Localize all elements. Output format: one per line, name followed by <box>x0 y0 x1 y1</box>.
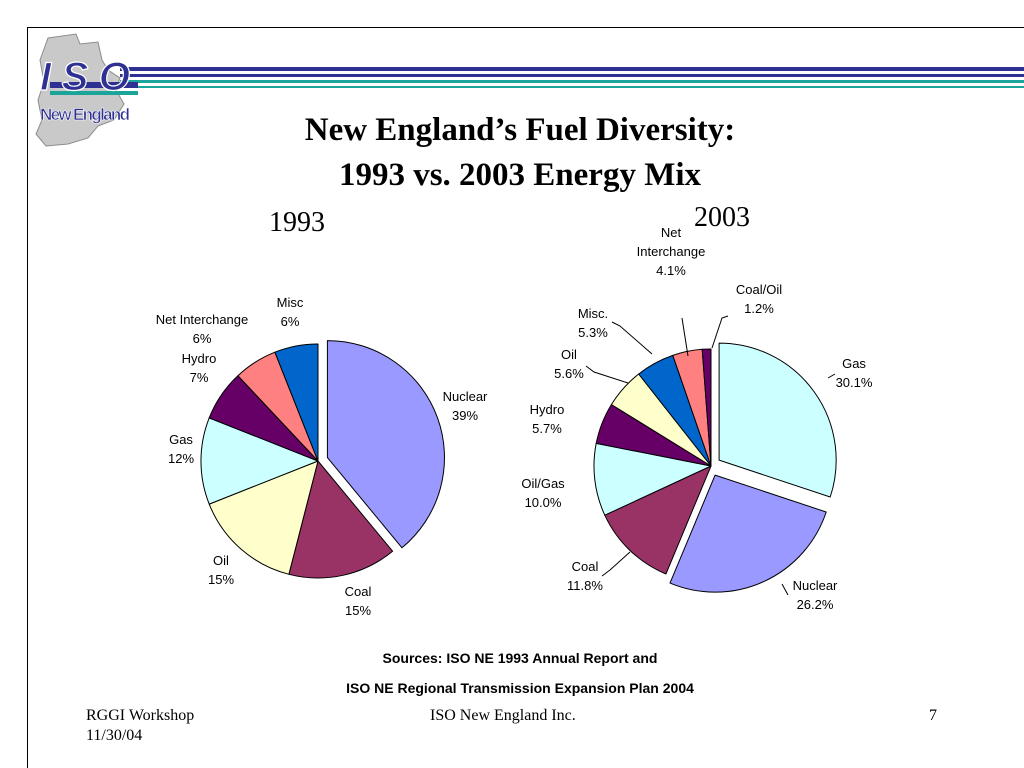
slice-label: Coal 15% <box>345 584 372 618</box>
logo-new-england-text: New England <box>40 105 130 124</box>
slice-label: Gas 12% <box>168 432 194 466</box>
chart-2003-title: 2003 <box>694 202 750 233</box>
leader-line <box>601 551 631 577</box>
slice-label: Nuclear 26.2% <box>793 578 838 612</box>
leader-line <box>611 321 653 355</box>
chart-1993-title: 1993 <box>269 207 325 238</box>
pie-slice-misc <box>274 343 319 462</box>
pie-slice-gas <box>718 342 837 498</box>
leader-line <box>781 583 789 596</box>
pie-slice-oil <box>208 460 319 575</box>
slice-label: Net Interchange 4.1% <box>637 225 706 278</box>
pie-slice-nuclear <box>669 474 827 593</box>
pie-slice-coal-oil <box>701 348 712 467</box>
pie-slice-nuclear <box>326 340 445 549</box>
slice-label: Oil 15% <box>208 553 234 587</box>
frame-left-line <box>27 27 28 768</box>
slice-label: Misc. 5.3% <box>578 306 608 340</box>
sources-text: Sources: ISO NE 1993 Annual Report and <box>382 650 658 666</box>
page-number: 7 <box>929 707 937 724</box>
slice-label: Gas 30.1% <box>836 356 873 390</box>
leader-line <box>585 365 629 384</box>
pie-slice-coal <box>604 465 712 575</box>
slice-label: Coal 11.8% <box>567 559 603 593</box>
pie-slice-coal <box>288 460 394 579</box>
logo-stripe <box>50 82 138 88</box>
header-stripe <box>120 86 1024 88</box>
footer-event: RGGI Workshop <box>86 707 195 724</box>
header-stripe <box>120 74 1024 77</box>
frame-top-line <box>27 27 1024 28</box>
slice-label: Hydro 5.7% <box>530 402 565 436</box>
iso-new-england-logo: ISO New England <box>35 33 138 147</box>
slide-subtitle: 1993 vs. 2003 Energy Mix <box>338 157 702 193</box>
slice-label: Nuclear 39% <box>443 389 488 423</box>
slice-label: Misc 6% <box>277 295 304 329</box>
footer-organization: ISO New England Inc. <box>430 707 576 724</box>
leader-line <box>827 373 836 379</box>
pie-chart-1993: Nuclear 39% Coal 15% Oil 15% Gas 12% Hydro 7% Net … <box>156 295 488 618</box>
header-stripe <box>120 80 1024 83</box>
leader-line <box>711 315 729 349</box>
slice-label: Coal/Oil 1.2% <box>736 282 782 316</box>
sources-text: ISO NE Regional Transmission Expansion P… <box>346 680 694 696</box>
slice-label: Oil 5.6% <box>554 347 584 381</box>
header-stripe <box>120 67 1024 71</box>
logo-stripe <box>50 91 138 95</box>
slice-label: Hydro 7% <box>182 351 217 385</box>
slice-label: Net Interchange 6% <box>156 312 249 346</box>
leader-line <box>681 317 689 357</box>
pie-slice-gas <box>200 417 319 505</box>
footer-date: 11/30/04 <box>86 727 143 744</box>
slice-label: Oil/Gas 10.0% <box>521 476 565 510</box>
slide-title: New England’s Fuel Diversity: <box>304 112 736 148</box>
pie-slice-oil-gas <box>593 442 712 516</box>
pie-chart-2003: Gas 30.1% Nuclear 26.2% Coal 11.8% Oil/Gas 10.0… <box>521 225 873 612</box>
